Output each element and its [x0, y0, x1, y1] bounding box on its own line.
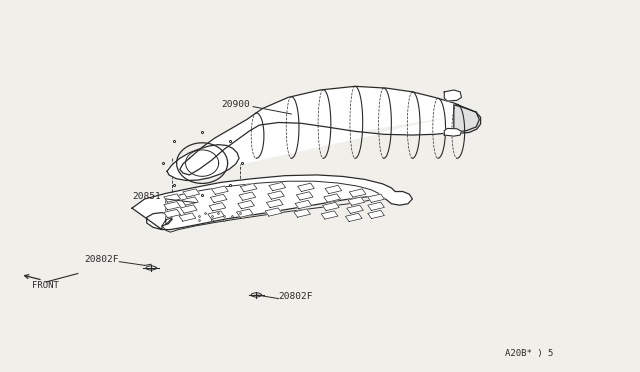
Polygon shape	[346, 213, 362, 221]
Polygon shape	[211, 194, 227, 203]
Polygon shape	[444, 90, 461, 101]
Polygon shape	[164, 194, 180, 202]
Polygon shape	[368, 194, 385, 202]
Polygon shape	[189, 86, 479, 175]
Text: 20802F: 20802F	[84, 255, 119, 264]
Polygon shape	[325, 185, 342, 194]
Polygon shape	[266, 199, 283, 208]
Polygon shape	[348, 197, 365, 205]
Polygon shape	[209, 203, 226, 211]
Polygon shape	[269, 182, 285, 191]
Text: 20900: 20900	[221, 100, 250, 109]
Polygon shape	[180, 205, 197, 213]
Polygon shape	[268, 191, 284, 199]
Polygon shape	[164, 209, 180, 218]
Polygon shape	[208, 211, 225, 219]
Polygon shape	[321, 211, 338, 219]
Polygon shape	[296, 192, 313, 200]
Polygon shape	[182, 197, 198, 205]
Polygon shape	[454, 105, 481, 133]
Text: 20802F: 20802F	[278, 292, 313, 301]
Polygon shape	[164, 202, 180, 210]
Polygon shape	[444, 128, 461, 136]
Polygon shape	[212, 186, 228, 194]
Polygon shape	[368, 202, 385, 211]
Polygon shape	[132, 175, 412, 230]
Polygon shape	[298, 183, 314, 192]
Polygon shape	[294, 209, 310, 217]
Polygon shape	[167, 145, 239, 180]
Polygon shape	[323, 202, 339, 211]
Polygon shape	[183, 189, 200, 197]
Polygon shape	[237, 209, 253, 217]
Text: 20851: 20851	[132, 192, 161, 201]
Polygon shape	[237, 201, 255, 209]
Polygon shape	[240, 183, 257, 192]
Text: A20B* ) 5: A20B* ) 5	[505, 349, 553, 358]
Polygon shape	[324, 194, 340, 202]
Polygon shape	[179, 213, 196, 221]
Polygon shape	[347, 205, 364, 214]
Text: FRONT: FRONT	[32, 280, 59, 289]
Polygon shape	[349, 189, 366, 197]
Polygon shape	[265, 208, 282, 216]
Polygon shape	[239, 192, 256, 200]
Polygon shape	[368, 210, 385, 219]
Polygon shape	[295, 201, 312, 209]
